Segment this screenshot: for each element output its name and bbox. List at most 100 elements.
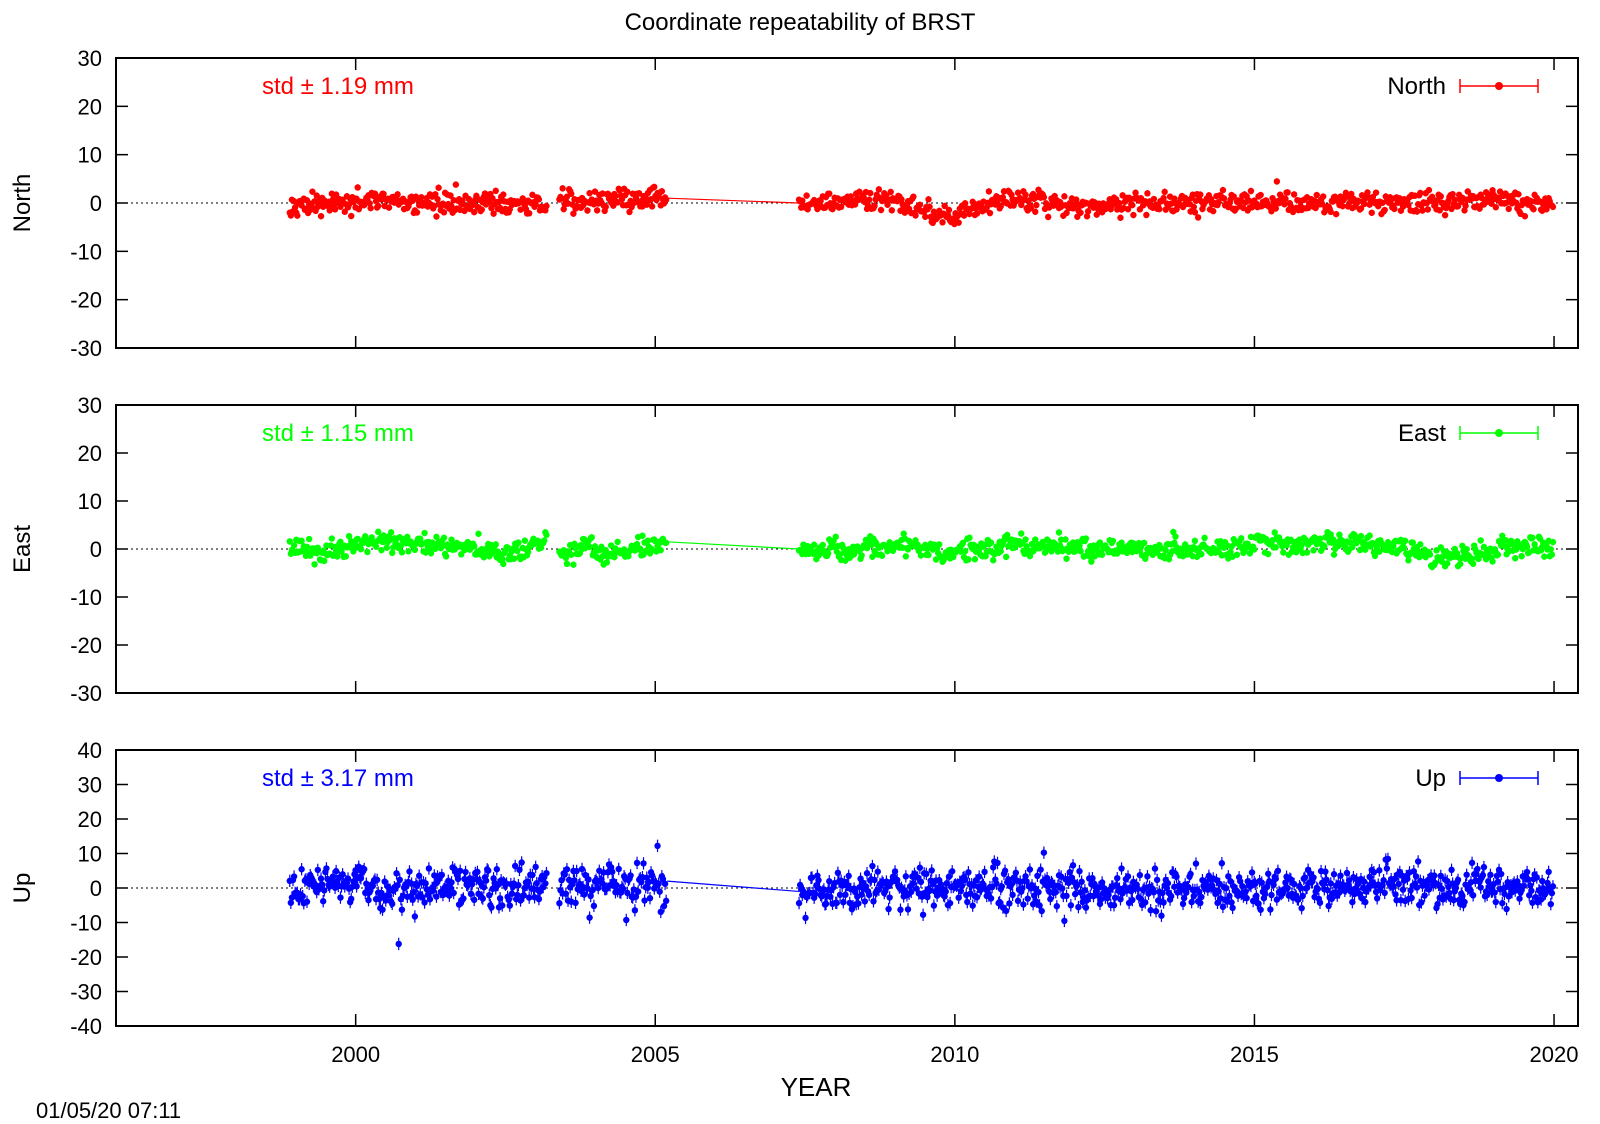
- data-point: [623, 917, 629, 923]
- data-point: [1515, 191, 1521, 197]
- data-point: [1522, 213, 1528, 219]
- data-point: [1015, 190, 1021, 196]
- std-annotation: std ± 1.15 mm: [262, 420, 414, 447]
- data-point: [450, 890, 456, 896]
- data-point: [353, 883, 359, 889]
- data-point: [1195, 214, 1201, 220]
- y-tick-label: -10: [70, 239, 102, 264]
- y-tick-label: -30: [70, 681, 102, 706]
- data-point: [1369, 210, 1375, 216]
- data-point: [474, 869, 480, 875]
- data-point: [663, 197, 669, 203]
- data-point: [878, 207, 884, 213]
- data-point: [1191, 204, 1197, 210]
- data-point: [361, 866, 367, 872]
- data-point: [1143, 212, 1149, 218]
- data-point: [405, 548, 411, 554]
- legend-marker: [1495, 429, 1503, 437]
- y-tick-label: -20: [70, 945, 102, 970]
- data-point: [586, 190, 592, 196]
- data-point: [304, 899, 310, 905]
- data-point: [1041, 194, 1047, 200]
- data-point: [375, 529, 381, 535]
- data-point: [591, 903, 597, 909]
- data-point: [529, 872, 535, 878]
- data-point: [634, 860, 640, 866]
- data-point: [654, 843, 660, 849]
- data-point: [1238, 535, 1244, 541]
- data-point: [972, 556, 978, 562]
- data-point: [589, 534, 595, 540]
- data-point: [826, 190, 832, 196]
- data-point: [542, 880, 548, 886]
- x-tick-label: 2010: [930, 1042, 979, 1067]
- data-point: [586, 914, 592, 920]
- data-point: [1457, 561, 1463, 567]
- data-point: [903, 553, 909, 559]
- data-point: [471, 543, 477, 549]
- y-tick-label: 0: [90, 191, 102, 216]
- data-point: [651, 184, 657, 190]
- data-point: [946, 207, 952, 213]
- data-point: [1391, 206, 1397, 212]
- data-point: [965, 556, 971, 562]
- data-point: [1085, 208, 1091, 214]
- data-point: [1463, 546, 1469, 552]
- data-point: [632, 907, 638, 913]
- data-point: [1470, 561, 1476, 567]
- data-point: [796, 900, 802, 906]
- data-point: [543, 532, 549, 538]
- data-point: [1550, 204, 1556, 210]
- data-point: [571, 877, 577, 883]
- data-point: [1022, 192, 1028, 198]
- x-tick-label: 2005: [631, 1042, 680, 1067]
- data-point: [649, 203, 655, 209]
- data-point: [337, 894, 343, 900]
- data-point: [925, 552, 931, 558]
- data-point: [1220, 187, 1226, 193]
- data-point: [966, 535, 972, 541]
- data-point: [1141, 540, 1147, 546]
- data-point: [434, 196, 440, 202]
- data-point: [1477, 537, 1483, 543]
- data-point: [1045, 214, 1051, 220]
- legend-marker: [1495, 82, 1503, 90]
- data-point: [1077, 548, 1083, 554]
- data-point: [389, 901, 395, 907]
- data-point: [494, 866, 500, 872]
- chart-title: Coordinate repeatability of BRST: [625, 9, 976, 36]
- data-point: [1518, 553, 1524, 559]
- data-point: [471, 897, 477, 903]
- data-point: [1550, 539, 1556, 545]
- data-point: [1156, 206, 1162, 212]
- data-point: [803, 192, 809, 198]
- data-point: [384, 544, 390, 550]
- data-point: [917, 202, 923, 208]
- data-point: [1304, 549, 1310, 555]
- data-point: [1273, 205, 1279, 211]
- y-tick-label: 0: [90, 876, 102, 901]
- data-point: [820, 542, 826, 548]
- data-point: [1265, 551, 1271, 557]
- data-point: [1462, 203, 1468, 209]
- data-point: [926, 204, 932, 210]
- data-point: [509, 890, 515, 896]
- data-point: [1063, 555, 1069, 561]
- data-point: [609, 869, 615, 875]
- series-up: [287, 840, 1557, 950]
- data-point: [431, 203, 437, 209]
- y-tick-label: 40: [78, 738, 102, 763]
- data-point: [1358, 533, 1364, 539]
- data-point: [493, 541, 499, 547]
- data-point: [1056, 529, 1062, 535]
- y-tick-label: 10: [78, 143, 102, 168]
- data-point: [1234, 552, 1240, 558]
- data-point: [1495, 552, 1501, 558]
- y-tick-label: 10: [78, 842, 102, 867]
- data-point: [1548, 546, 1554, 552]
- data-point: [1033, 202, 1039, 208]
- data-point: [1419, 207, 1425, 213]
- data-point: [1018, 530, 1024, 536]
- data-point: [499, 902, 505, 908]
